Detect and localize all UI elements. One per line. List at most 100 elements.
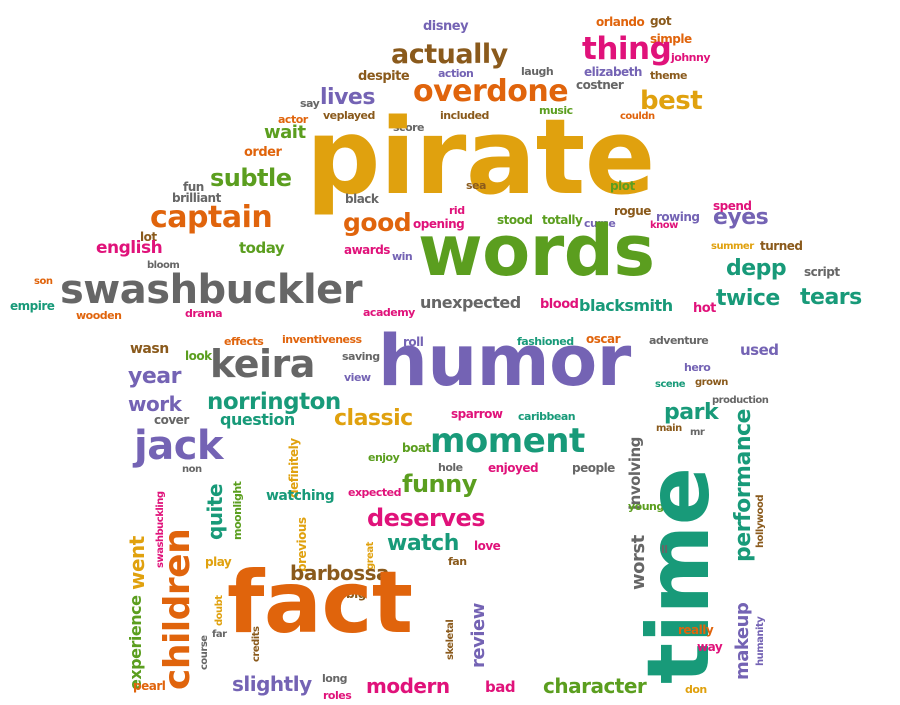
word: simple [650,32,692,46]
word: look [185,349,212,363]
word: jack [134,423,224,469]
word: lives [320,85,375,110]
word: really [678,623,714,637]
word: english [96,238,163,258]
word: deserves [367,504,486,532]
word: fact [227,553,413,653]
word: slightly [232,672,312,696]
word: roll [403,335,424,349]
word: doubt [214,595,225,626]
word: norrington [207,389,341,415]
word: work [128,392,182,416]
word: actually [391,39,508,70]
word: empire [10,299,55,313]
word: script [804,265,840,279]
word: modern [366,674,450,698]
word: big [346,587,366,601]
word: saving [342,350,380,363]
word: order [244,145,282,160]
word: course [199,635,210,670]
word: wooden [76,309,122,322]
word: cover [154,413,189,427]
word: stood [497,213,533,227]
word: wait [264,122,306,143]
word: adventure [649,334,709,347]
word: bloom [147,260,180,271]
word: mr [690,427,705,438]
word: rogue [614,204,651,218]
word: love [474,539,501,553]
word: laugh [521,65,554,78]
word: included [440,109,489,122]
word: roles [323,689,352,702]
word: eyes [713,205,769,230]
word: music [539,104,573,117]
word: score [393,121,425,134]
word: boat [402,441,431,455]
word: quite [203,483,227,540]
word: skeletal [445,619,456,660]
word: theme [650,69,687,82]
word: far [212,629,227,640]
word: way [697,640,723,654]
word: fan [448,555,467,568]
word: makeup [732,602,753,680]
word: effects [224,335,264,348]
word: watching [266,488,335,504]
word: black [345,192,379,206]
word: know [650,220,678,231]
word: fashioned [517,335,574,348]
word: costner [576,78,624,92]
word: brilliant [172,191,221,205]
word: ll [661,543,668,556]
word: plot [610,179,635,193]
word: orlando [596,15,645,29]
word: scene [655,379,686,390]
word: tears [800,285,862,310]
word: totally [542,213,583,227]
word: expected [348,486,402,499]
word: classic [334,406,413,431]
word: fun [183,180,204,194]
word: performance [731,409,756,562]
word: humor [378,320,631,402]
word: main [656,423,682,434]
word: blood [540,297,579,312]
word: park [664,400,719,425]
word: pirate [306,96,655,218]
word: subtle [210,164,292,192]
word: inventiveness [282,333,362,346]
word: disney [423,19,469,34]
word: hole [438,461,463,474]
word: funny [402,470,477,498]
word: awards [344,243,390,257]
word: hot [693,301,716,316]
word: academy [363,306,415,319]
word: caribbean [518,410,576,423]
word: view [344,371,371,384]
word: pearl [133,679,166,693]
word: long [322,672,348,685]
word: say [300,97,320,110]
word: got [650,14,672,28]
word: today [239,239,285,257]
word: lot [140,230,157,244]
word: humanity [755,616,766,666]
word: year [128,364,181,389]
word: veplayed [323,109,375,122]
word: non [182,464,202,475]
word: watch [387,531,459,556]
word: spend [713,199,752,213]
word: went [125,536,149,590]
word: grown [695,377,728,388]
word: used [740,341,779,359]
word: good [343,208,412,237]
word: hero [684,361,711,374]
word: hollywood [755,495,766,548]
word: elizabeth [584,65,642,79]
word: sea [466,179,486,192]
word: curse [584,217,616,230]
word: oscar [586,332,621,346]
word: enjoy [368,451,400,464]
